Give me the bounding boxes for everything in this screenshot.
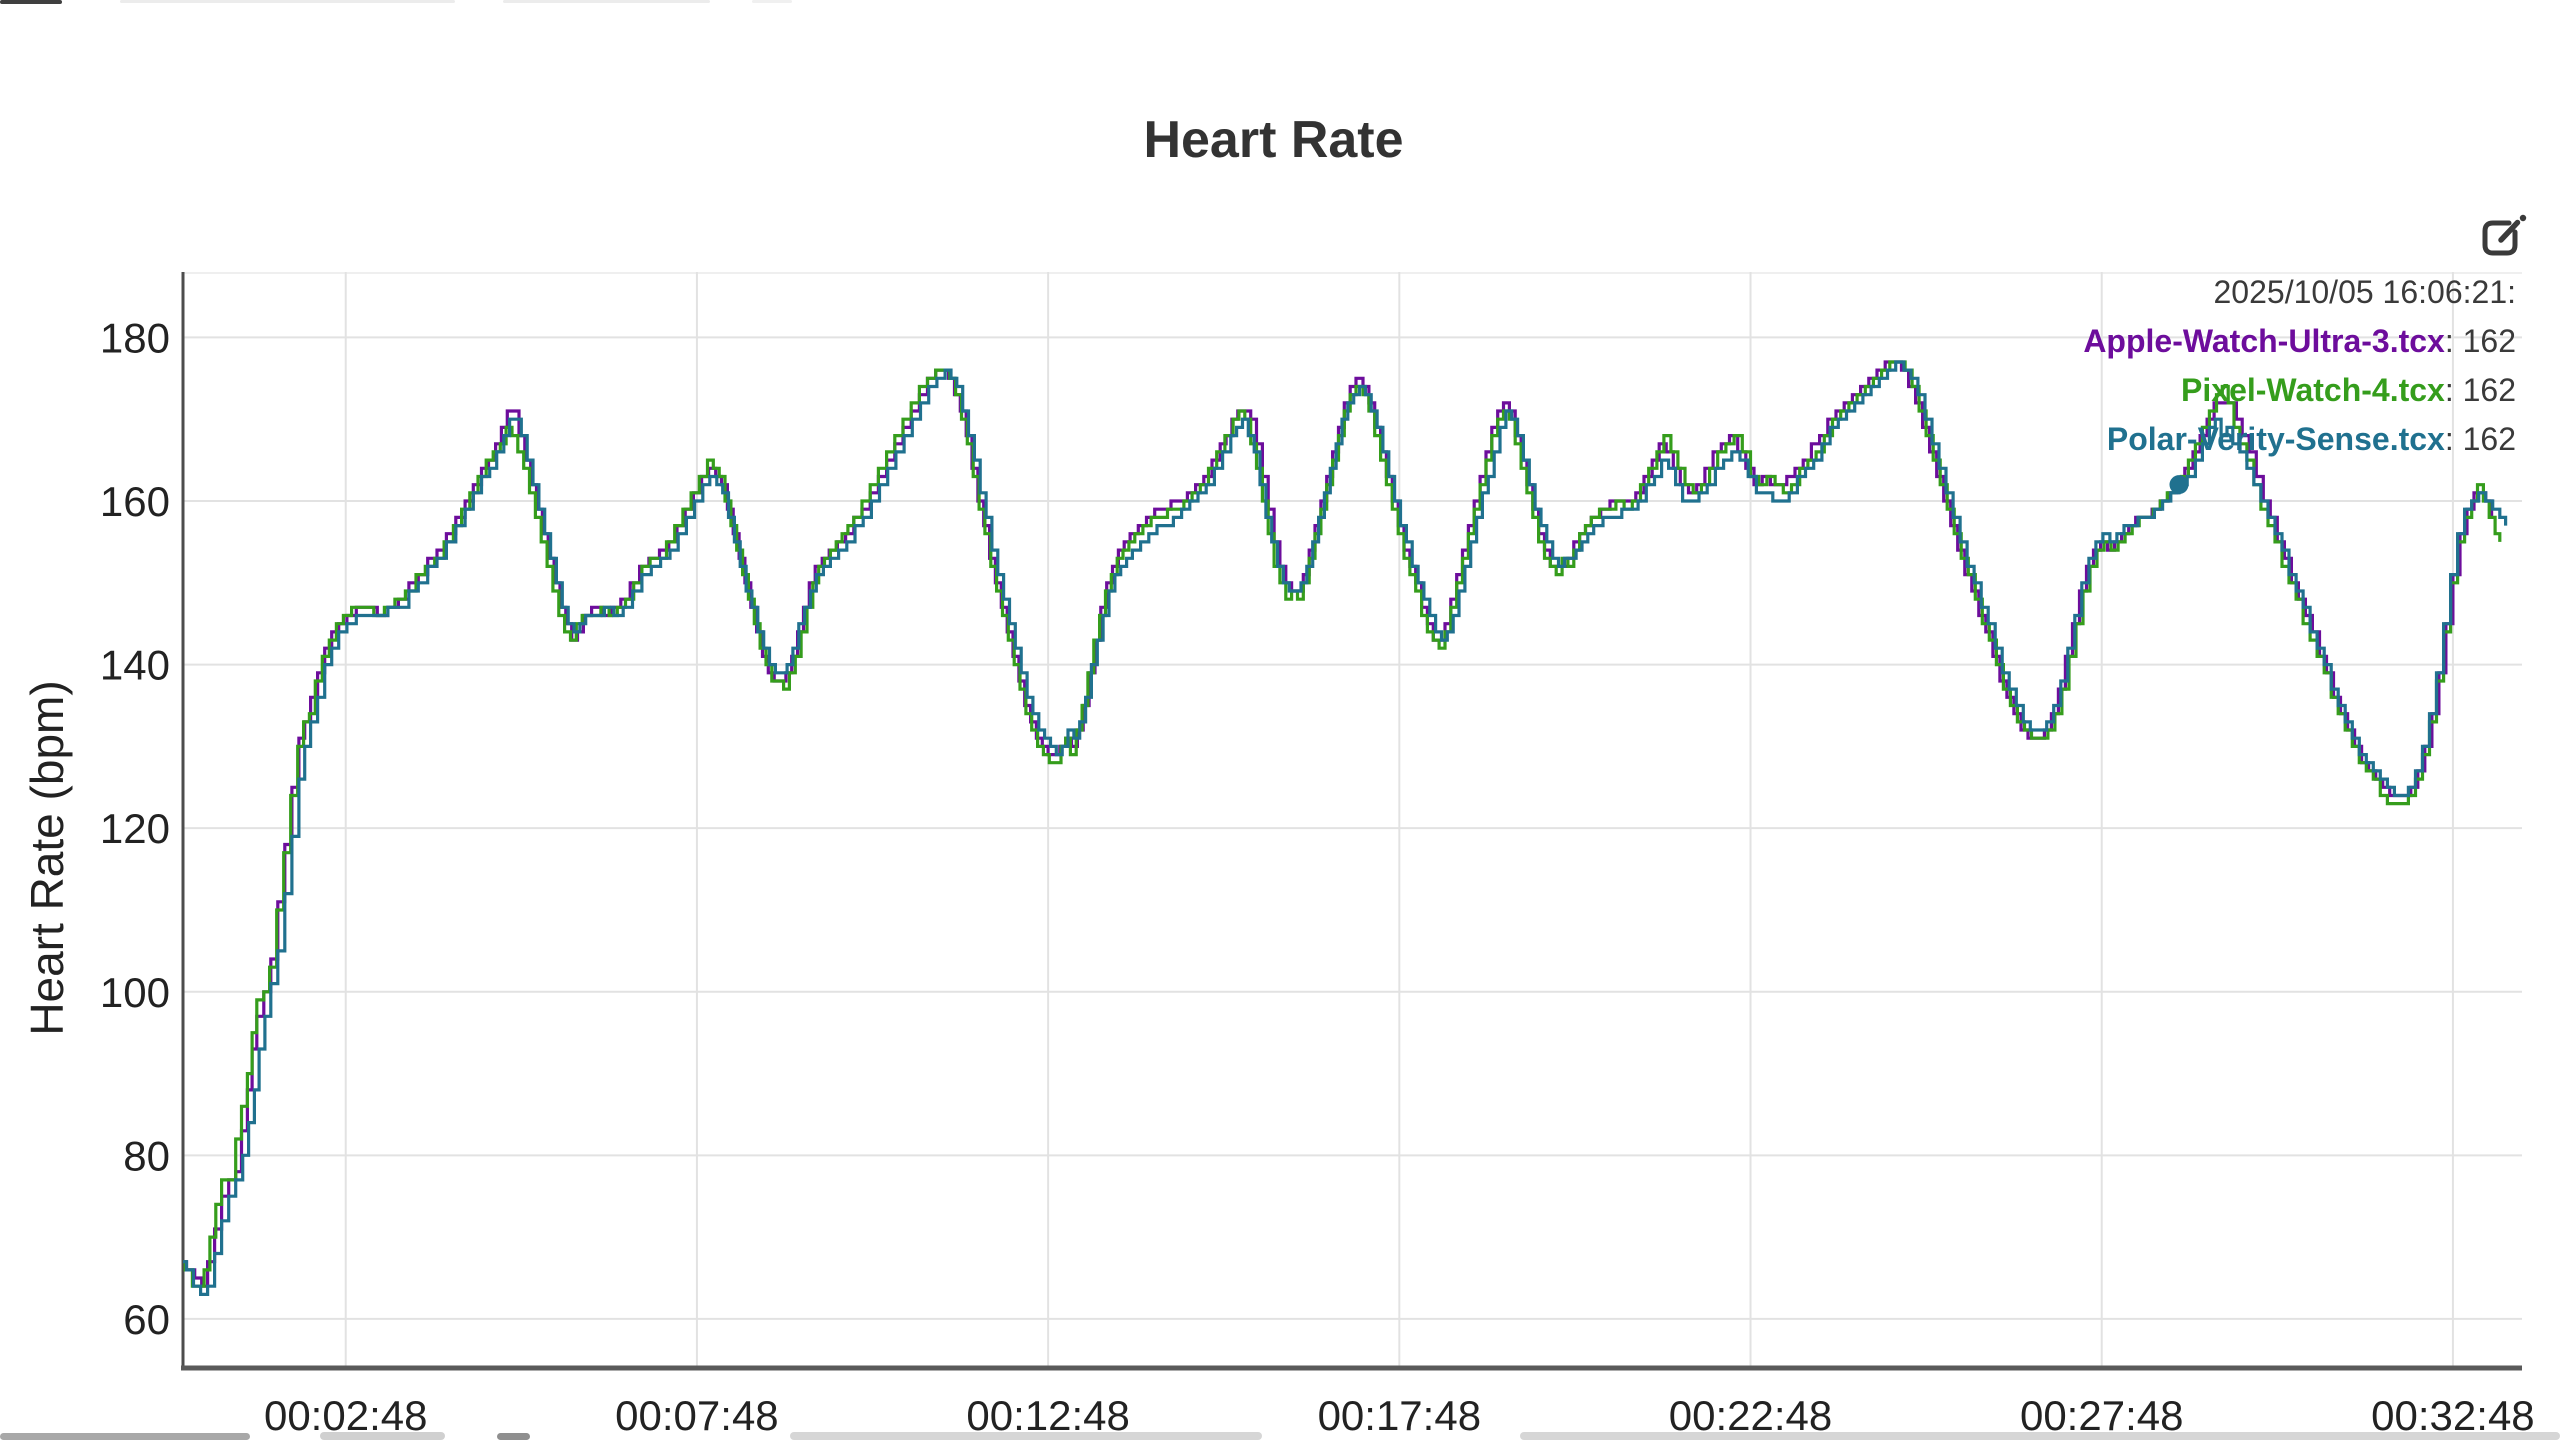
axes <box>181 272 2522 1371</box>
svg-text:60: 60 <box>123 1296 170 1343</box>
top-edge-remnant <box>503 0 710 3</box>
bottom-edge-remnant <box>0 1433 250 1440</box>
svg-text:100: 100 <box>100 969 170 1016</box>
svg-text:00:17:48: 00:17:48 <box>1318 1392 1482 1439</box>
x-tick-labels: 00:02:48 00:07:48 00:12:48 00:17:48 00:22:48… <box>264 1392 2535 1439</box>
svg-text:180: 180 <box>100 314 170 361</box>
series-lines <box>183 360 2508 1296</box>
svg-text:00:22:48: 00:22:48 <box>1669 1392 1833 1439</box>
edit-icon <box>2482 214 2527 256</box>
svg-text:80: 80 <box>123 1132 170 1179</box>
legend-series-value: 162 <box>2462 421 2516 457</box>
bottom-edge-remnant <box>320 1432 445 1440</box>
legend-separator: : <box>2444 372 2463 408</box>
svg-text:00:12:48: 00:12:48 <box>966 1392 1130 1439</box>
legend-row: Polar-Verity-Sense.tcx: 162 <box>2083 415 2516 464</box>
legend-series-label: Apple-Watch-Ultra-3.tcx <box>2083 323 2445 359</box>
svg-text:00:32:48: 00:32:48 <box>2371 1392 2535 1439</box>
legend-separator: : <box>2444 421 2463 457</box>
series-Polar-Verity-Sense.tcx <box>183 360 2508 1296</box>
legend-row: Pixel-Watch-4.tcx: 162 <box>2083 366 2516 415</box>
top-edge-remnant <box>0 0 62 4</box>
svg-text:120: 120 <box>100 805 170 852</box>
bottom-edge-remnant <box>790 1432 1262 1440</box>
legend-separator: : <box>2444 323 2463 359</box>
legend-series-value: 162 <box>2462 323 2516 359</box>
top-edge-remnant <box>752 0 792 3</box>
hover-legend: 2025/10/05 16:06:21: Apple-Watch-Ultra-3… <box>2083 268 2516 464</box>
legend-row: Apple-Watch-Ultra-3.tcx: 162 <box>2083 317 2516 366</box>
legend-series-value: 162 <box>2462 372 2516 408</box>
svg-text:140: 140 <box>100 642 170 689</box>
y-tick-labels: 60 80 100 120 140 160 180 <box>100 314 170 1342</box>
chart-title: Heart Rate <box>1143 111 1404 169</box>
gridlines <box>183 272 2522 1368</box>
top-edge-remnant <box>120 0 455 3</box>
bottom-edge-remnant <box>1520 1432 2560 1440</box>
svg-text:160: 160 <box>100 478 170 525</box>
legend-timestamp: 2025/10/05 16:06:21: <box>2213 274 2517 310</box>
svg-text:00:07:48: 00:07:48 <box>615 1392 779 1439</box>
legend-series-label: Pixel-Watch-4.tcx <box>2181 372 2445 408</box>
legend-series-label: Polar-Verity-Sense.tcx <box>2106 421 2445 457</box>
svg-text:00:27:48: 00:27:48 <box>2020 1392 2184 1439</box>
bottom-edge-remnant <box>497 1433 530 1440</box>
series-Pixel-Watch-4.tcx <box>183 360 2502 1288</box>
edit-chart-button[interactable] <box>2479 214 2527 262</box>
highlighted-point[interactable] <box>2169 475 2189 495</box>
svg-text:00:02:48: 00:02:48 <box>264 1392 428 1439</box>
